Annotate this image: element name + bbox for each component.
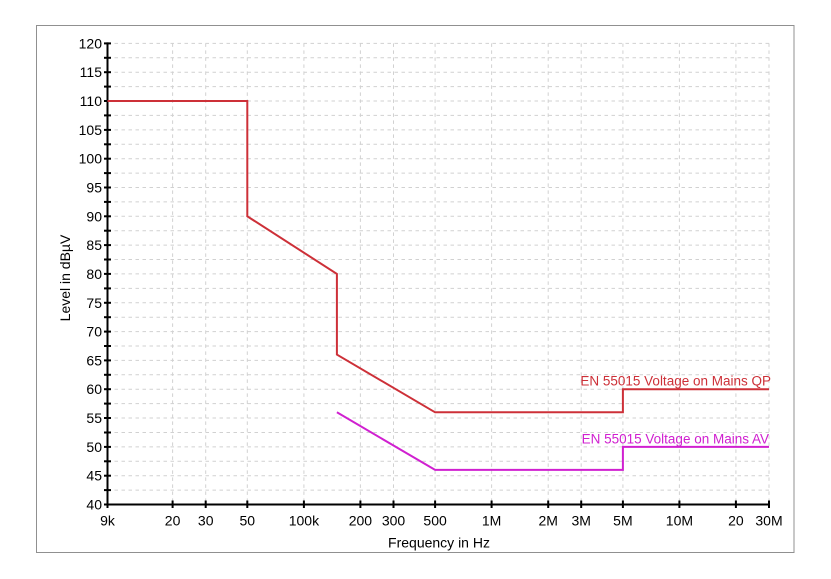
svg-text:Frequency in Hz: Frequency in Hz — [388, 535, 490, 551]
svg-text:40: 40 — [86, 497, 102, 513]
svg-text:2M: 2M — [538, 513, 557, 529]
svg-text:3M: 3M — [571, 513, 590, 529]
svg-text:90: 90 — [86, 208, 102, 224]
svg-text:85: 85 — [86, 237, 102, 253]
svg-text:70: 70 — [86, 324, 102, 340]
svg-text:100: 100 — [79, 151, 103, 167]
svg-text:115: 115 — [80, 64, 103, 80]
svg-text:60: 60 — [86, 381, 102, 397]
svg-text:65: 65 — [86, 352, 102, 368]
svg-text:105: 105 — [79, 122, 103, 138]
svg-text:EN 55015 Voltage on Mains AV: EN 55015 Voltage on Mains AV — [582, 431, 769, 446]
svg-text:5M: 5M — [613, 513, 632, 529]
svg-text:1M: 1M — [482, 513, 501, 529]
svg-text:120: 120 — [79, 35, 103, 51]
svg-text:95: 95 — [86, 180, 102, 196]
svg-text:10M: 10M — [666, 513, 693, 529]
svg-text:30M: 30M — [755, 513, 782, 529]
svg-text:300: 300 — [382, 513, 406, 529]
svg-text:55: 55 — [86, 410, 102, 426]
svg-text:110: 110 — [80, 93, 103, 109]
svg-text:EN 55015 Voltage on Mains QP: EN 55015 Voltage on Mains QP — [580, 373, 771, 388]
svg-text:9k: 9k — [100, 513, 116, 529]
svg-text:75: 75 — [86, 295, 102, 311]
svg-text:20: 20 — [165, 513, 181, 529]
svg-text:45: 45 — [86, 468, 102, 484]
svg-text:Level in dBµV: Level in dBµV — [57, 234, 73, 321]
svg-text:500: 500 — [423, 513, 447, 529]
svg-text:80: 80 — [86, 266, 102, 282]
svg-text:50: 50 — [86, 439, 102, 455]
svg-text:20: 20 — [728, 513, 744, 529]
svg-text:100k: 100k — [289, 513, 320, 529]
svg-text:50: 50 — [240, 513, 256, 529]
svg-text:200: 200 — [349, 513, 373, 529]
svg-text:30: 30 — [198, 513, 214, 529]
